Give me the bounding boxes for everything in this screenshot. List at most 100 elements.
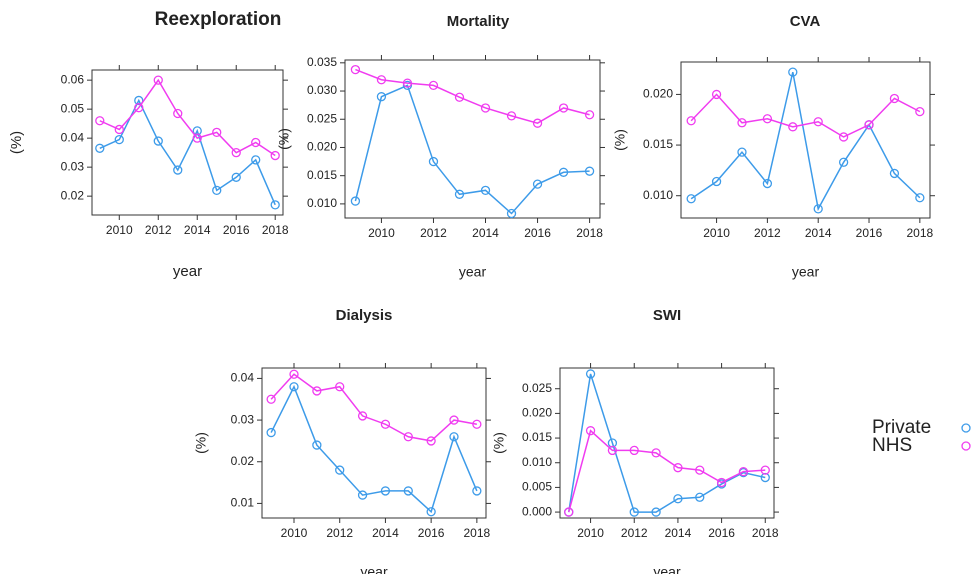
point: [838, 132, 849, 142]
y-tick-label: 0.01: [231, 496, 255, 510]
point: [426, 436, 436, 446]
point: [629, 507, 639, 517]
point: [289, 382, 299, 392]
x-tick-label: 2018: [752, 526, 779, 540]
point: [289, 369, 299, 379]
plot-frame: [680, 61, 931, 219]
plot-frame: [344, 59, 601, 219]
point: [673, 463, 683, 473]
point: [428, 80, 439, 91]
point: [716, 477, 727, 488]
y-tick-label: 0.010: [307, 196, 337, 210]
y-axis-label: (%): [491, 432, 507, 454]
plot-frame: [91, 69, 284, 216]
y-tick-label: 0.04: [61, 130, 85, 144]
point: [532, 118, 543, 128]
point: [270, 150, 280, 161]
x-tick-label: 2010: [281, 526, 308, 540]
point: [532, 179, 543, 189]
panel: CVA 0.010 0.015 0.020 2010 2012 2014 2016 2018 ye…: [612, 13, 935, 280]
point: [813, 117, 823, 127]
y-axis-label: (%): [612, 129, 628, 151]
point: [472, 486, 482, 496]
point: [449, 432, 459, 442]
x-axis-label: year: [173, 263, 202, 280]
point: [686, 194, 696, 204]
x-tick-label: 2014: [372, 526, 399, 540]
point: [350, 64, 361, 75]
point: [153, 136, 163, 146]
x-tick-label: 2012: [145, 223, 172, 237]
point: [762, 178, 773, 189]
series-line: [690, 71, 921, 212]
legend-marker: [961, 423, 971, 433]
point: [584, 110, 595, 120]
point: [695, 492, 705, 502]
point: [585, 426, 596, 436]
x-tick-label: 2014: [472, 226, 499, 240]
y-tick-label: 0.015: [643, 137, 673, 151]
point: [607, 445, 618, 456]
y-tick-label: 0.010: [522, 455, 552, 469]
point: [558, 103, 569, 113]
series-line: [354, 84, 590, 215]
point: [350, 196, 361, 206]
y-tick-label: 0.020: [522, 406, 552, 420]
point: [480, 185, 491, 196]
point: [266, 394, 276, 404]
y-tick-label: 0.02: [61, 188, 85, 202]
y-tick-label: 0.005: [522, 480, 552, 494]
x-tick-label: 2016: [418, 526, 445, 540]
point: [762, 114, 773, 124]
y-tick-label: 0.02: [231, 454, 255, 468]
point: [889, 168, 900, 179]
y-tick-label: 0.03: [61, 159, 85, 173]
series-line: [567, 373, 766, 513]
y-tick-label: 0.000: [522, 504, 552, 518]
point: [813, 204, 823, 214]
y-tick-label: 0.035: [307, 55, 337, 69]
x-tick-label: 2016: [856, 226, 883, 240]
x-tick-label: 2012: [326, 526, 353, 540]
x-tick-label: 2012: [621, 526, 648, 540]
point: [134, 95, 144, 106]
point: [564, 507, 574, 517]
y-axis-label: (%): [8, 131, 25, 154]
y-tick-label: 0.020: [643, 87, 673, 101]
point: [312, 440, 322, 450]
point: [153, 75, 163, 85]
point: [711, 89, 722, 100]
x-tick-label: 2014: [805, 226, 832, 240]
x-tick-label: 2010: [368, 226, 395, 240]
point: [114, 134, 124, 145]
series-line: [690, 93, 921, 138]
series-line: [270, 373, 477, 442]
panel-title: Dialysis: [336, 307, 393, 324]
series-line: [99, 78, 276, 157]
y-tick-label: 0.020: [307, 140, 337, 154]
point: [454, 189, 465, 199]
point: [737, 118, 747, 128]
panel: SWI 0.000 0.005 0.010 0.015 0.020 0.025 2010 201…: [491, 307, 779, 574]
x-axis-label: year: [653, 564, 681, 574]
point: [915, 193, 925, 203]
point: [686, 116, 696, 126]
point: [380, 419, 391, 429]
x-axis-label: year: [792, 264, 820, 280]
point: [335, 465, 345, 475]
series-line: [355, 68, 590, 125]
point: [212, 127, 222, 138]
y-tick-label: 0.015: [307, 168, 337, 182]
point: [402, 78, 413, 88]
point: [788, 122, 798, 132]
plot-frame: [559, 367, 775, 519]
point: [376, 75, 387, 85]
point: [695, 465, 705, 475]
panel-title: Reexploration: [155, 9, 282, 30]
point: [760, 465, 770, 475]
point: [711, 176, 722, 187]
panel: Dialysis 0.01 0.02 0.03 0.04 2010 2012 2014 2016…: [193, 307, 491, 574]
point: [192, 133, 202, 143]
